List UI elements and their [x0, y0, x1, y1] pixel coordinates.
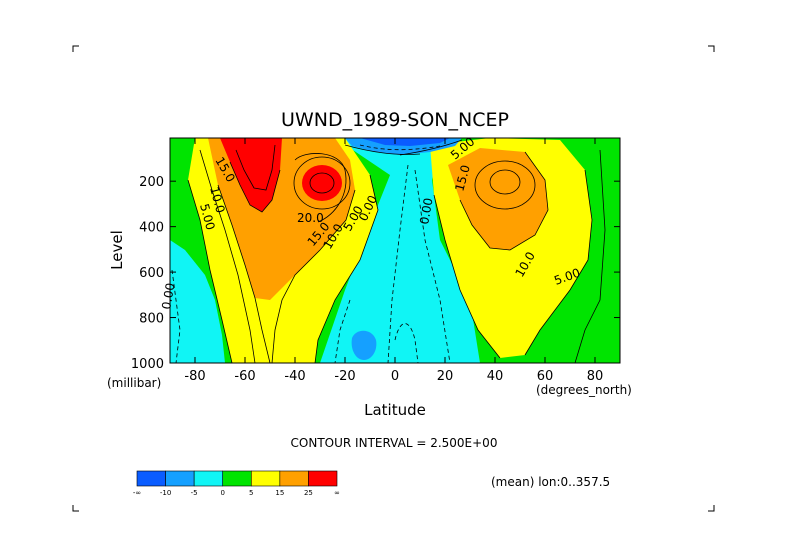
band-neg-south-surface: [170, 240, 225, 363]
colorbar-tick-label: -∞: [133, 489, 141, 497]
y-tick-label: 800: [139, 312, 164, 327]
chart-title: UWND_1989-SON_NCEP: [281, 109, 509, 131]
contour-interval: CONTOUR INTERVAL = 2.500E+00: [291, 436, 498, 450]
contour-label: 20.0: [297, 211, 324, 225]
colorbar-tick-label: -10: [160, 489, 171, 497]
colorbar-tick-label: 25: [304, 489, 313, 497]
colorbar: -∞ -10 -5 0 5 15 25 ∞: [133, 470, 340, 497]
x-tick-label: -20: [334, 369, 355, 384]
colorbar-tick-label: 5: [249, 489, 253, 497]
colorbar-tick-label: 0: [220, 489, 224, 497]
y-tick-label: 200: [139, 175, 164, 190]
colorbar-tick-label: 15: [275, 489, 284, 497]
x-tick-label: -60: [234, 369, 255, 384]
y-tick-label: 400: [139, 221, 164, 236]
x-axis-label: Latitude: [364, 401, 426, 419]
x-tick-label: 20: [437, 369, 454, 384]
contour-label: 5.00: [197, 202, 217, 231]
band-neg10-top: [360, 138, 450, 146]
band-neg-tropics: [320, 138, 480, 363]
colorbar-tick-label: -5: [191, 489, 198, 497]
band-15-north: [448, 148, 548, 250]
x-tick-label: -80: [184, 369, 205, 384]
averaging-note: (mean) lon:0..357.5: [491, 475, 610, 489]
x-axis: -80 -60 -40 -20 0 20 40 60 80: [184, 138, 603, 384]
contour-label: 0.00: [159, 282, 177, 311]
contour-lines: [187, 139, 606, 363]
x-tick-label: 0: [391, 369, 399, 384]
contour-field: [170, 138, 620, 363]
x-tick-label: 60: [537, 369, 554, 384]
x-tick-label: -40: [284, 369, 305, 384]
y-tick-label: 600: [139, 266, 164, 281]
x-tick-label: 40: [487, 369, 504, 384]
y-axis-units: (millibar): [107, 376, 161, 390]
contour-label: 15.0: [452, 163, 472, 192]
x-axis-units: (degrees_north): [536, 383, 632, 397]
y-axis: 200 400 600 800 1000: [131, 175, 620, 372]
x-tick-label: 80: [587, 369, 604, 384]
band-25-south-secondary: [302, 165, 342, 201]
colorbar-swatch: [193, 470, 224, 487]
colorbar-swatch: [165, 470, 195, 487]
contour-label: 10.0: [207, 185, 227, 214]
colorbar-swatch: [222, 470, 252, 487]
colorbar-swatch: [250, 470, 281, 487]
band-25-south-main: [220, 138, 282, 212]
colorbar-swatch: [308, 470, 338, 487]
colorbar-swatch: [136, 470, 166, 487]
y-tick-label: 1000: [131, 357, 164, 372]
y-axis-label: Level: [108, 230, 126, 270]
colorbar-swatch: [279, 470, 309, 487]
crop-marks: [72, 45, 715, 512]
colorbar-tick-label: ∞: [334, 489, 340, 497]
contour-label: 0.00: [417, 197, 435, 226]
band-neg5-south-blob: [351, 330, 377, 360]
negative-contour-lines: [171, 144, 451, 363]
